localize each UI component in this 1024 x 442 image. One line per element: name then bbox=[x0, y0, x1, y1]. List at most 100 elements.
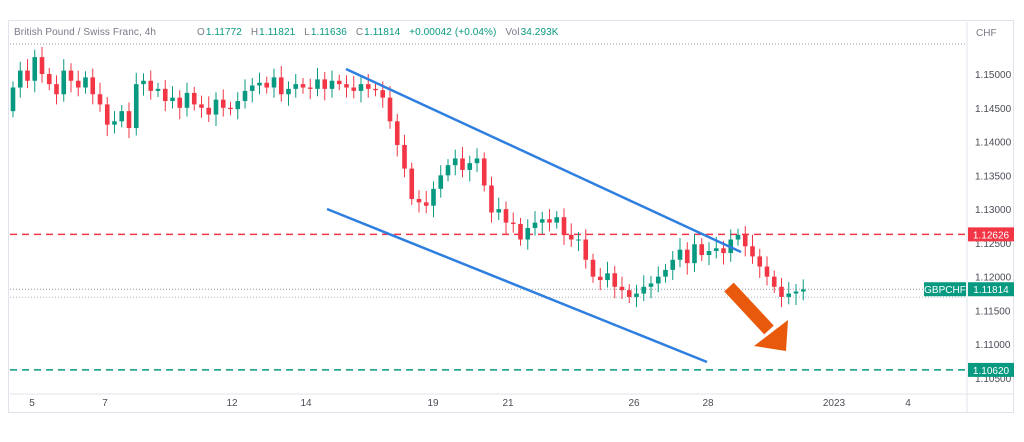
candle-body bbox=[235, 101, 241, 110]
symbol-legend: British Pound / Swiss Franc, 4h O1.11772… bbox=[14, 27, 565, 38]
resistance-level-label: 1.12626 bbox=[973, 230, 1010, 241]
candle-body bbox=[518, 223, 523, 240]
high-label: H bbox=[250, 27, 259, 38]
channel-lower-line[interactable] bbox=[326, 207, 708, 364]
candle-body bbox=[97, 94, 103, 105]
candle-body bbox=[409, 168, 415, 199]
candle-body bbox=[133, 84, 139, 129]
y-tick-label: 1.14500 bbox=[975, 104, 1012, 115]
volume-label: Vol bbox=[505, 27, 520, 38]
candle-body bbox=[590, 259, 596, 277]
candle-body bbox=[46, 74, 52, 85]
candle-body bbox=[220, 99, 226, 108]
currency-label: CHF bbox=[976, 28, 997, 39]
bearish-arrow-shaft[interactable] bbox=[724, 282, 774, 335]
candle-body bbox=[104, 104, 110, 125]
candle-body bbox=[119, 111, 125, 122]
candle-body bbox=[10, 87, 16, 112]
bearish-arrow-head[interactable] bbox=[754, 320, 788, 351]
candle-body bbox=[503, 209, 509, 223]
candle-body bbox=[735, 234, 741, 240]
candle-body bbox=[496, 209, 502, 213]
candle-body bbox=[126, 111, 132, 129]
candle-body bbox=[148, 80, 154, 91]
y-tick-label: 1.11000 bbox=[975, 340, 1011, 351]
channel-upper-line[interactable] bbox=[345, 67, 742, 254]
candle-body bbox=[481, 158, 487, 186]
candle-body bbox=[706, 250, 712, 256]
y-tick-label: 1.11500 bbox=[975, 306, 1011, 317]
candle-body bbox=[416, 198, 422, 203]
symbol-title[interactable]: British Pound / Swiss Franc, 4h bbox=[14, 27, 157, 38]
candle-body bbox=[293, 84, 299, 89]
candle-body bbox=[90, 77, 96, 95]
candle-body bbox=[249, 85, 255, 91]
candle-body bbox=[641, 286, 647, 294]
candle-body bbox=[605, 273, 610, 281]
candle-body bbox=[670, 259, 676, 270]
x-tick-label: 12 bbox=[226, 398, 238, 409]
candle-body bbox=[264, 82, 270, 88]
candle-body bbox=[721, 248, 726, 254]
candle-body bbox=[510, 222, 516, 224]
candle-body bbox=[619, 286, 625, 291]
current-price-label: 1.11814 bbox=[973, 285, 1009, 296]
candle-body bbox=[365, 84, 371, 89]
x-tick-label: 2023 bbox=[823, 398, 846, 409]
symbol-price-tag bbox=[924, 282, 966, 297]
candle-body bbox=[351, 87, 357, 91]
candle-body bbox=[141, 80, 146, 85]
y-tick-label: 1.14000 bbox=[975, 138, 1012, 149]
candle-body bbox=[206, 107, 212, 115]
candle-body bbox=[764, 266, 770, 277]
symbol-tag-label: GBPCHF bbox=[924, 285, 966, 296]
candle-body bbox=[713, 248, 719, 251]
candle-body bbox=[387, 97, 393, 122]
x-tick-label: 21 bbox=[502, 398, 514, 409]
candle-body bbox=[300, 84, 306, 88]
candle-body bbox=[648, 283, 654, 287]
candle-body bbox=[779, 286, 784, 297]
candle-body bbox=[278, 77, 284, 95]
candle-body bbox=[394, 121, 400, 145]
chart-pane[interactable] bbox=[8, 20, 1014, 413]
low-value: 1.11636 bbox=[310, 27, 347, 38]
candle-body bbox=[112, 121, 117, 125]
change-value: +0.00042 (+0.04%) bbox=[409, 27, 497, 38]
candle-body bbox=[39, 57, 45, 74]
candle-body bbox=[684, 249, 690, 264]
candle-body bbox=[380, 90, 386, 98]
candle-body bbox=[25, 70, 30, 81]
candle-body bbox=[162, 88, 168, 102]
candle-body bbox=[532, 222, 538, 229]
resistance-level-tag bbox=[968, 227, 1014, 242]
candle-body bbox=[213, 99, 219, 115]
candle-body bbox=[626, 290, 632, 297]
candle-body bbox=[655, 276, 661, 284]
candle-body bbox=[322, 79, 328, 89]
candle-body bbox=[634, 293, 639, 297]
candle-body bbox=[583, 239, 589, 260]
x-tick-label: 4 bbox=[905, 398, 911, 409]
candle-body bbox=[438, 175, 444, 189]
candle-body bbox=[771, 276, 777, 287]
candle-body bbox=[467, 163, 473, 170]
y-tick-label: 1.10500 bbox=[975, 374, 1012, 385]
candle-body bbox=[83, 77, 88, 88]
candle-body bbox=[786, 293, 792, 297]
candle-body bbox=[489, 185, 494, 213]
candle-body bbox=[329, 80, 335, 89]
candle-body bbox=[539, 219, 545, 223]
current-price-tag bbox=[968, 282, 1014, 297]
candle-body bbox=[177, 97, 183, 108]
low-label: L bbox=[304, 27, 310, 38]
candle-body bbox=[757, 256, 763, 267]
candle-body bbox=[663, 269, 668, 277]
x-tick-label: 5 bbox=[29, 398, 35, 409]
candle-body bbox=[692, 244, 697, 264]
open-value: 1.11772 bbox=[205, 27, 242, 38]
y-tick-label: 1.13000 bbox=[975, 205, 1012, 216]
candle-body bbox=[336, 80, 342, 85]
candle-body bbox=[597, 276, 603, 281]
